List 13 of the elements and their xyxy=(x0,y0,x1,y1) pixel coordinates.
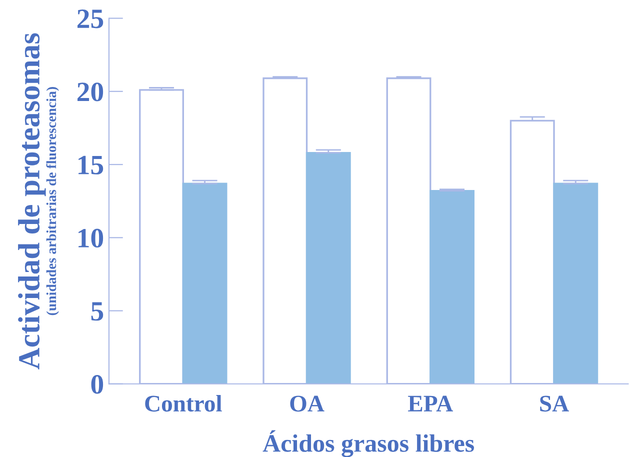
x-tick-label: SA xyxy=(540,396,569,412)
y-tick-label: 25 xyxy=(78,10,104,28)
x-tick-label: OA xyxy=(290,396,324,412)
x-axis-title: Ácidos grasos libres xyxy=(262,430,474,457)
y-axis-title: Actividad de proteasomas xyxy=(18,33,46,370)
y-tick-label: 10 xyxy=(78,228,104,248)
y-tick-label: 20 xyxy=(78,82,104,102)
y-tick-label: 0 xyxy=(91,375,104,394)
y-tick-label: 15 xyxy=(78,156,104,174)
y-tick-label: 5 xyxy=(91,302,104,321)
x-tick-label: EPA xyxy=(408,396,453,412)
text: (unidades arbitrarias de fluorescencia) xyxy=(46,87,59,316)
x-tick-label: Control xyxy=(145,394,222,412)
